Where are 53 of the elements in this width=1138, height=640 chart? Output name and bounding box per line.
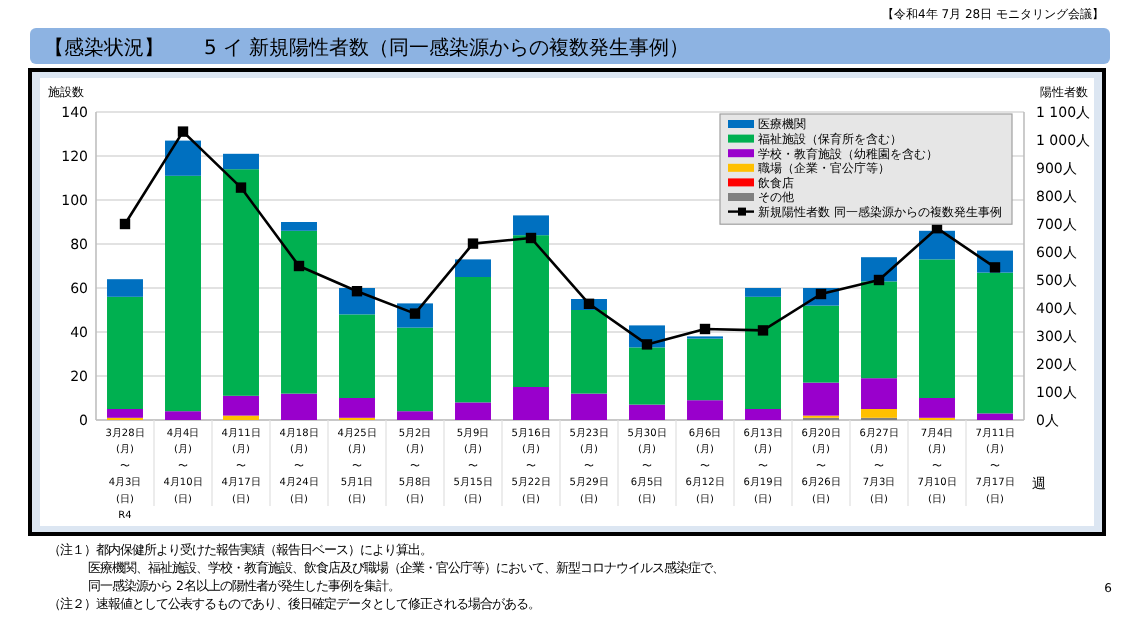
bar [223,395,259,416]
bar [397,327,433,412]
bar [165,411,201,420]
bar [107,296,143,409]
point [293,260,305,272]
bar [745,288,781,297]
bar [281,222,317,231]
bar [339,314,375,398]
bar [455,259,491,277]
bar [455,402,491,420]
bar [803,382,839,416]
bar [687,400,723,420]
bar [455,277,491,403]
bar [571,393,607,420]
bar [745,409,781,420]
bar [339,398,375,418]
bar [223,153,259,170]
bar [281,393,317,420]
bar [629,404,665,420]
bar [165,140,201,176]
point [351,286,363,297]
bar [629,347,665,405]
bar [861,409,897,418]
point [641,339,653,350]
bar [107,279,143,297]
bar [165,175,201,412]
bar [919,259,955,398]
bar [977,413,1013,420]
bar [513,387,549,420]
bar [107,409,143,418]
point [525,232,537,244]
bar [571,310,607,394]
point [873,274,885,286]
point [235,182,247,193]
bar [861,281,897,379]
chart-title: 【感染状況】 5 イ 新規陽性者数（同一感染源からの複数発生事例） [44,36,690,60]
bar [687,338,723,401]
bar [513,215,549,236]
point [757,325,769,336]
point [583,298,595,309]
point [119,218,131,230]
bar [861,378,897,409]
bar [513,235,549,387]
bar [223,169,259,396]
bar [919,398,955,418]
point [699,323,711,335]
point [467,238,479,249]
bar [977,272,1013,414]
bar [397,411,433,420]
bar [745,296,781,409]
point [177,126,189,137]
bar [803,305,839,383]
bar [281,230,317,394]
